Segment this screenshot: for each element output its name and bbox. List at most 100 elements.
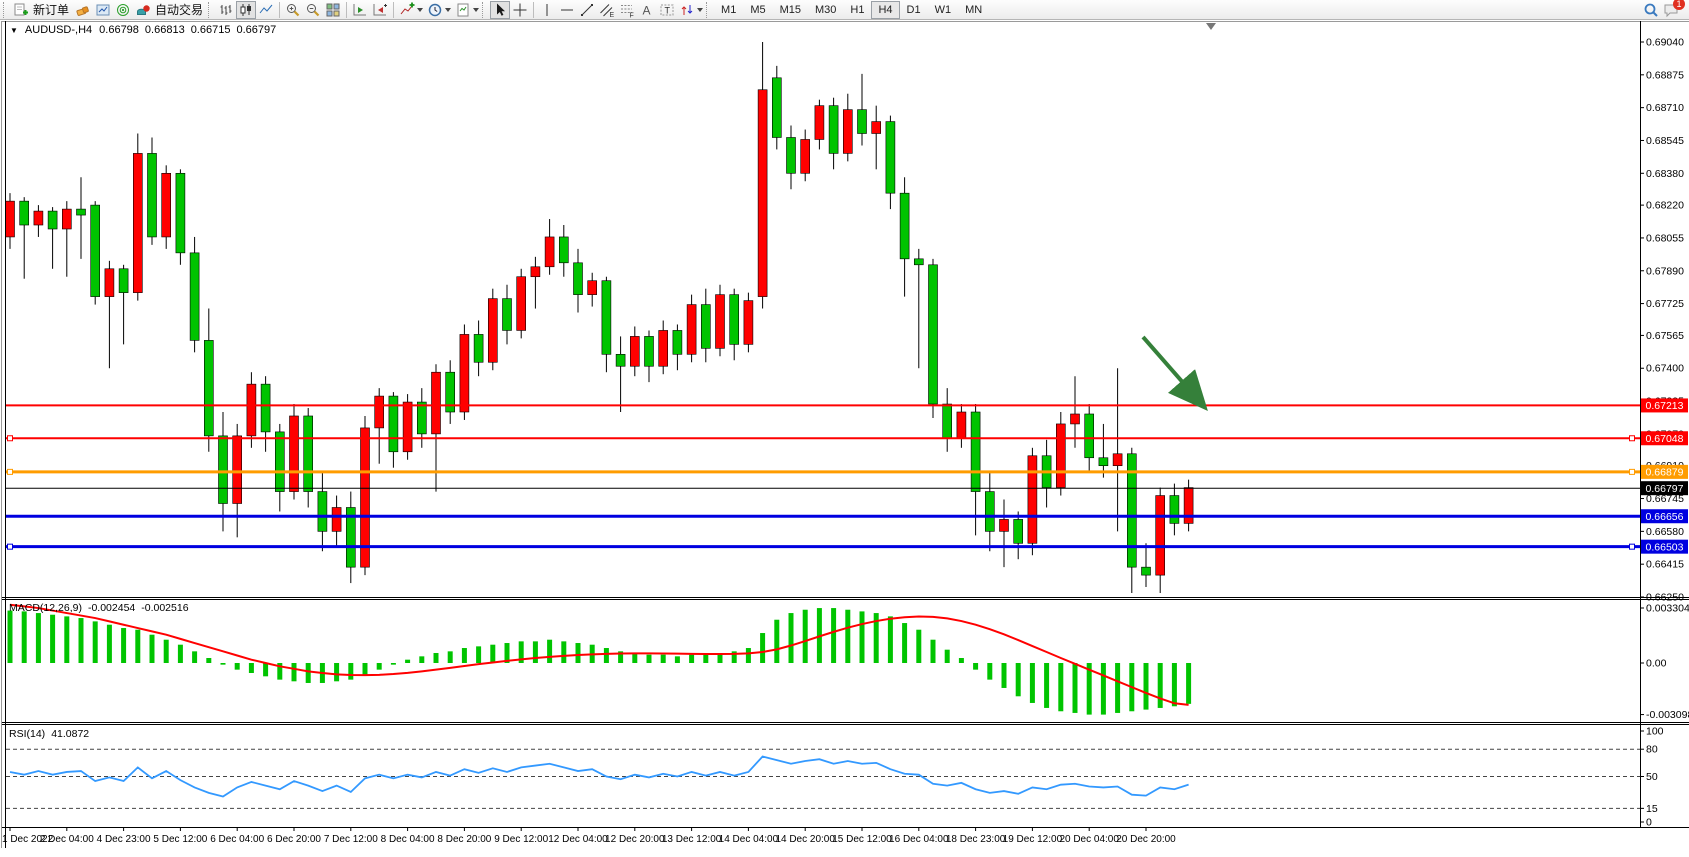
search-button[interactable] (1641, 1, 1661, 19)
candlestick-chart-icon (238, 2, 254, 18)
timeframe-D1[interactable]: D1 (900, 1, 928, 19)
toolbar-grip[interactable] (3, 1, 8, 18)
auto-scroll-button[interactable] (350, 1, 370, 19)
timeframe-MN[interactable]: MN (958, 1, 989, 19)
timeframe-M1[interactable]: M1 (714, 1, 743, 19)
zoom-in-button[interactable] (283, 1, 303, 19)
trendline-icon (579, 2, 595, 18)
horizontal-line-0.67048[interactable] (6, 435, 1640, 442)
open-value: 0.66798 (99, 24, 139, 36)
indicators-button[interactable] (397, 1, 425, 19)
rsi-line (9, 755, 1189, 798)
rsi-name: RSI(14) (9, 728, 46, 740)
svg-text:0.66503: 0.66503 (1646, 541, 1684, 553)
equidistant-channel-tool-button[interactable]: E (597, 1, 617, 19)
new-order-button[interactable] (11, 1, 31, 19)
svg-text:12 Dec 04:00: 12 Dec 04:00 (548, 834, 608, 845)
text-tool-button[interactable]: A (637, 1, 657, 19)
templates-button[interactable] (453, 1, 481, 19)
chart-window-button[interactable] (93, 1, 113, 19)
cursor-icon (492, 2, 508, 18)
zoom-in-icon (285, 2, 301, 18)
timeframe-H4[interactable]: H4 (871, 0, 900, 19)
arrows-caret (697, 7, 704, 12)
svg-text:0.67725: 0.67725 (1646, 298, 1684, 310)
auto-trading-button[interactable] (133, 1, 153, 19)
rsi-value: 41.0872 (51, 728, 90, 740)
svg-text:0.67048: 0.67048 (1646, 433, 1684, 445)
alerts-button[interactable] (113, 1, 133, 19)
eraser-button[interactable] (73, 1, 93, 19)
fibonacci-tool-button[interactable]: F (617, 1, 637, 19)
tile-windows-button[interactable] (323, 1, 343, 19)
messages-button[interactable]: 1 (1661, 0, 1685, 19)
periods-button[interactable] (425, 1, 453, 19)
svg-text:0: 0 (1646, 817, 1652, 829)
timeframe-M30[interactable]: M30 (808, 1, 843, 19)
vertical-line-tool-button[interactable] (537, 1, 557, 19)
svg-text:50: 50 (1646, 771, 1658, 783)
symbol-dropdown-icon[interactable]: ▼ (10, 25, 18, 35)
chart-shift-button[interactable] (370, 1, 390, 19)
low-value: 0.66715 (190, 24, 231, 36)
svg-text:0.66415: 0.66415 (1646, 559, 1684, 571)
candlestick-chart-button[interactable] (236, 0, 257, 19)
timeframe-M15[interactable]: M15 (773, 1, 808, 19)
svg-text:0.66797: 0.66797 (1646, 483, 1684, 495)
line-chart-button[interactable] (256, 1, 276, 19)
notification-badge: 1 (1673, 0, 1685, 10)
toolbar-grip[interactable] (208, 1, 213, 18)
bar-chart-button[interactable] (216, 1, 236, 19)
timeframe-M5[interactable]: M5 (743, 1, 772, 19)
svg-text:0.69040: 0.69040 (1646, 37, 1684, 49)
new-order-icon (13, 2, 29, 18)
toolbar-grip[interactable] (482, 1, 487, 18)
channel-icon: E (599, 2, 615, 18)
arrow-annotation[interactable] (1141, 335, 1208, 412)
svg-text:0.00: 0.00 (1646, 658, 1667, 670)
radar-icon (115, 2, 131, 18)
horizontal-line-tool-button[interactable] (557, 1, 577, 19)
price-badge-0.67213: 0.67213 (1641, 398, 1688, 413)
timeframe-W1[interactable]: W1 (928, 1, 959, 19)
rsi-pane[interactable]: 100 80 50 15 0 (6, 726, 1664, 829)
zoom-out-button[interactable] (303, 1, 323, 19)
horizontal-line-0.66879[interactable] (6, 468, 1640, 475)
horizontal-line-0.66503[interactable] (6, 543, 1640, 550)
svg-text:0.66580: 0.66580 (1646, 526, 1684, 538)
macd-signal-line (9, 603, 1189, 706)
symbol-label: AUDUSD-,H4 (24, 24, 93, 36)
svg-text:13 Dec 12:00: 13 Dec 12:00 (662, 834, 722, 845)
svg-text:100: 100 (1646, 726, 1664, 738)
arrows-tool-button[interactable] (677, 1, 705, 19)
svg-text:1 Dec 2022: 1 Dec 2022 (2, 834, 54, 845)
text-label-tool-button[interactable]: T (657, 1, 677, 19)
svg-text:0.67400: 0.67400 (1646, 363, 1684, 375)
timeframe-H1[interactable]: H1 (843, 1, 871, 19)
price-axis[interactable]: 0.69040 0.68875 0.68710 0.68545 0.68380 0.682… (1640, 37, 1688, 604)
macd-pane[interactable]: 0.003304 0.00 -0.003098 (7, 603, 1689, 722)
new-order-label[interactable]: 新订单 (33, 3, 70, 17)
chart-shift-marker[interactable] (1206, 23, 1216, 30)
macd-value: -0.002454 (87, 602, 136, 614)
svg-text:12 Dec 20:00: 12 Dec 20:00 (605, 834, 665, 845)
clock-icon (427, 2, 443, 18)
svg-text:0.003304: 0.003304 (1646, 603, 1689, 615)
svg-text:T: T (665, 5, 671, 15)
arrows-icon (679, 2, 695, 18)
price-badge-0.66656: 0.66656 (1641, 509, 1688, 524)
svg-text:14 Dec 04:00: 14 Dec 04:00 (719, 834, 779, 845)
crosshair-tool-button[interactable] (510, 1, 530, 19)
svg-text:16 Dec 04:00: 16 Dec 04:00 (889, 834, 949, 845)
trendline-tool-button[interactable] (577, 1, 597, 19)
text-tool-icon: A (639, 2, 655, 18)
svg-text:0.68875: 0.68875 (1646, 69, 1684, 81)
svg-text:0.68545: 0.68545 (1646, 135, 1684, 147)
toolbar-grip[interactable] (706, 1, 711, 18)
svg-text:0.67890: 0.67890 (1646, 265, 1684, 277)
auto-trading-label[interactable]: 自动交易 (155, 3, 204, 17)
cursor-tool-button[interactable] (490, 0, 511, 19)
svg-text:0.67213: 0.67213 (1646, 400, 1684, 412)
